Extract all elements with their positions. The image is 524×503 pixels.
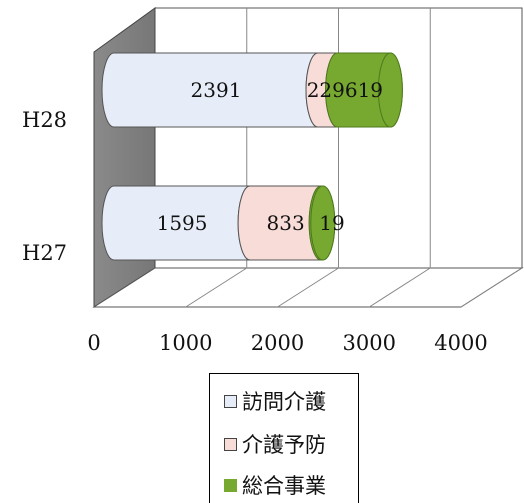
floor-grid-line [185,267,248,308]
legend-label-homon: 訪問介護 [242,390,326,414]
legend-label-sougou: 総合事業 [242,474,326,498]
x-tick-label: 2000 [251,331,304,355]
legend-swatch-sougou [224,478,237,492]
legend-item-yobou: 介護予防 [224,427,326,461]
data-label: 1595 [157,211,208,235]
category-label: H27 [22,241,67,265]
bar-cap [310,185,336,261]
legend-label-yobou: 介護予防 [242,433,326,457]
floor-grid-line [368,267,431,308]
category-label: H28 [22,108,67,132]
data-label: 19 [319,211,344,235]
x-tick-label: 1000 [159,331,212,355]
legend-swatch-homon [224,394,237,408]
x-tick-label: 4000 [434,331,487,355]
legend-swatch-yobou [224,437,237,451]
x-tick-label: 0 [87,331,100,355]
legend-item-sougou: 総合事業 [224,468,326,502]
data-label: 229 [307,78,345,102]
data-label: 619 [345,78,383,102]
floor-grid-line [460,267,523,308]
legend: 訪問介護 介護予防 総合事業 [209,373,359,503]
bar-cap [377,52,403,128]
x-tick-label: 3000 [343,331,396,355]
legend-item-homon: 訪問介護 [224,384,326,418]
data-label: 833 [267,211,305,235]
floor-grid-line [277,267,339,308]
data-label: 2391 [191,78,242,102]
